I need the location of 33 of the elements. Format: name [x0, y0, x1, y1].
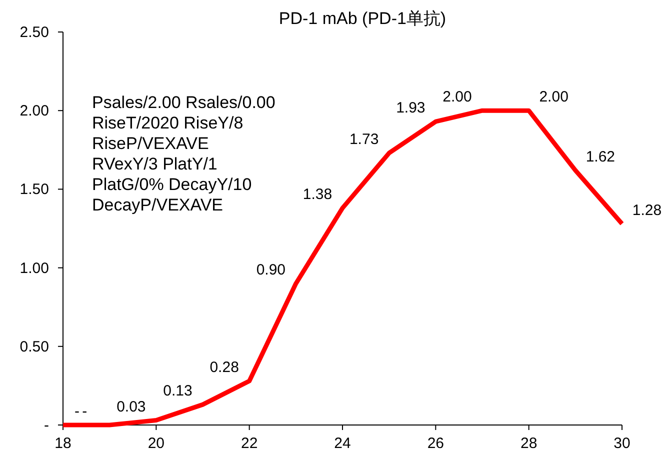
x-tick-label: 20 — [148, 435, 165, 452]
chart-title: PD-1 mAb (PD-1单抗) — [278, 9, 446, 28]
annotation: RiseT/2020 RiseY/8 — [92, 114, 244, 132]
y-tick-label: 1.00 — [20, 260, 49, 277]
x-tick-label: 24 — [334, 435, 351, 452]
data-label: 2.00 — [539, 88, 568, 106]
data-label: - — [82, 403, 88, 420]
annotation: RVexY/3 PlatY/1 — [92, 154, 218, 174]
y-tick-label: 0.50 — [20, 338, 49, 356]
x-tick-label: 28 — [520, 435, 538, 452]
data-label: 0.28 — [210, 358, 239, 376]
data-label: 0.13 — [163, 382, 192, 400]
data-label: 0.03 — [116, 398, 146, 416]
annotation: PlatG/0% DecayY/10 — [92, 175, 252, 194]
y-tick-label: 2.00 — [20, 102, 49, 120]
data-label: 1.38 — [302, 186, 332, 204]
annotation: DecayP/VEXAVE — [92, 196, 224, 214]
y-tick-label: - — [44, 417, 49, 434]
data-label: 1.73 — [349, 131, 379, 148]
x-tick-label: 26 — [427, 435, 444, 452]
data-label: - — [74, 403, 80, 420]
data-label: 2.00 — [442, 88, 472, 106]
annotation: RiseP/VEXAVE — [92, 134, 209, 153]
y-tick-label: 2.50 — [20, 24, 49, 41]
y-tick-label: 1.50 — [20, 181, 49, 198]
x-tick-label: 18 — [54, 435, 72, 452]
x-tick-label: 30 — [614, 435, 630, 452]
data-label: 0.90 — [256, 262, 286, 279]
data-label: 1.93 — [396, 100, 426, 117]
data-label: 1.62 — [586, 148, 616, 166]
x-tick-label: 22 — [240, 435, 258, 452]
data-label: 1.28 — [632, 202, 662, 219]
annotation: Psales/2.00 Rsales/0.00 — [92, 93, 276, 112]
